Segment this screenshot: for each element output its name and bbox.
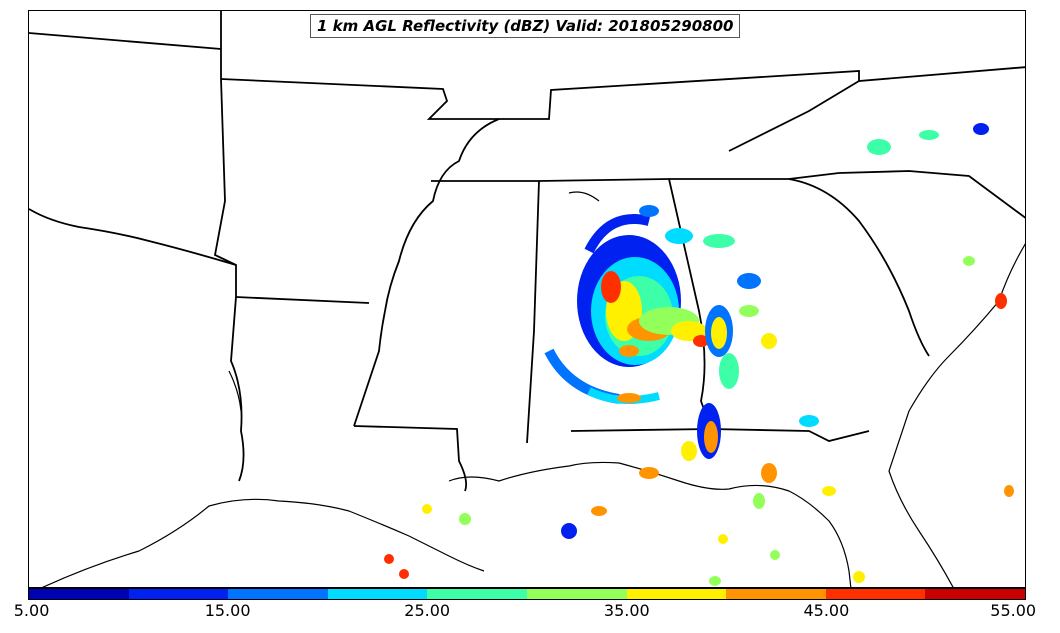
- map-title: 1 km AGL Reflectivity (dBZ) Valid: 20180…: [310, 14, 741, 38]
- colorbar-segment: [327, 589, 428, 599]
- boundary-mississippi-river: [353, 118, 500, 427]
- boundary-tn-north: [499, 66, 1025, 120]
- colorbar-segment: [228, 589, 328, 599]
- state-boundaries: [29, 11, 1025, 492]
- colorbar-segment: [825, 589, 926, 599]
- colorbar-tick-label: 35.00: [603, 601, 650, 620]
- gulf-coast-central: [448, 461, 852, 587]
- colorbar-segment: [626, 589, 727, 599]
- map-panel: [28, 10, 1026, 588]
- colorbar-segment: [526, 589, 627, 599]
- boundary-ia-mo: [29, 32, 222, 50]
- colorbar-tick-label: 5.00: [13, 601, 50, 620]
- boundary-ga-fl: [710, 428, 870, 442]
- boundary-mo-ar: [220, 78, 499, 120]
- reflectivity-colorbar: [28, 588, 1026, 600]
- reflectivity-map: [29, 11, 1025, 587]
- colorbar-tick-label: 45.00: [803, 601, 850, 620]
- gulf-coast-west: [41, 498, 485, 587]
- boundary-nc-sc: [788, 170, 1025, 219]
- lake-1: [568, 191, 600, 202]
- colorbar-segment: [29, 589, 129, 599]
- boundary-al-fl: [570, 428, 712, 432]
- colorbar-segment: [726, 589, 826, 599]
- atlantic-coast: [888, 243, 1025, 587]
- colorbar-tick-label: 25.00: [404, 601, 451, 620]
- boundary-ar-la: [235, 296, 370, 304]
- boundary-al-ga: [668, 178, 712, 430]
- boundary-la-ms: [353, 425, 468, 492]
- boundary-tn-south: [431, 178, 789, 182]
- colorbar-segment: [427, 589, 527, 599]
- boundary-ga-sc: [788, 178, 930, 357]
- boundary-ks-mo: [29, 208, 237, 266]
- colorbar-tick-label: 55.00: [990, 601, 1037, 620]
- boundary-tx-la: [230, 296, 245, 482]
- reflectivity-cells: [384, 123, 1014, 586]
- boundary-ky-va: [728, 80, 860, 152]
- colorbar-segment: [925, 589, 1025, 599]
- colorbar-segment: [128, 589, 229, 599]
- river-detail-1: [228, 370, 242, 412]
- boundary-ms-al: [526, 180, 540, 444]
- colorbar-tick-label: 15.00: [204, 601, 251, 620]
- boundary-ar-west: [213, 78, 237, 297]
